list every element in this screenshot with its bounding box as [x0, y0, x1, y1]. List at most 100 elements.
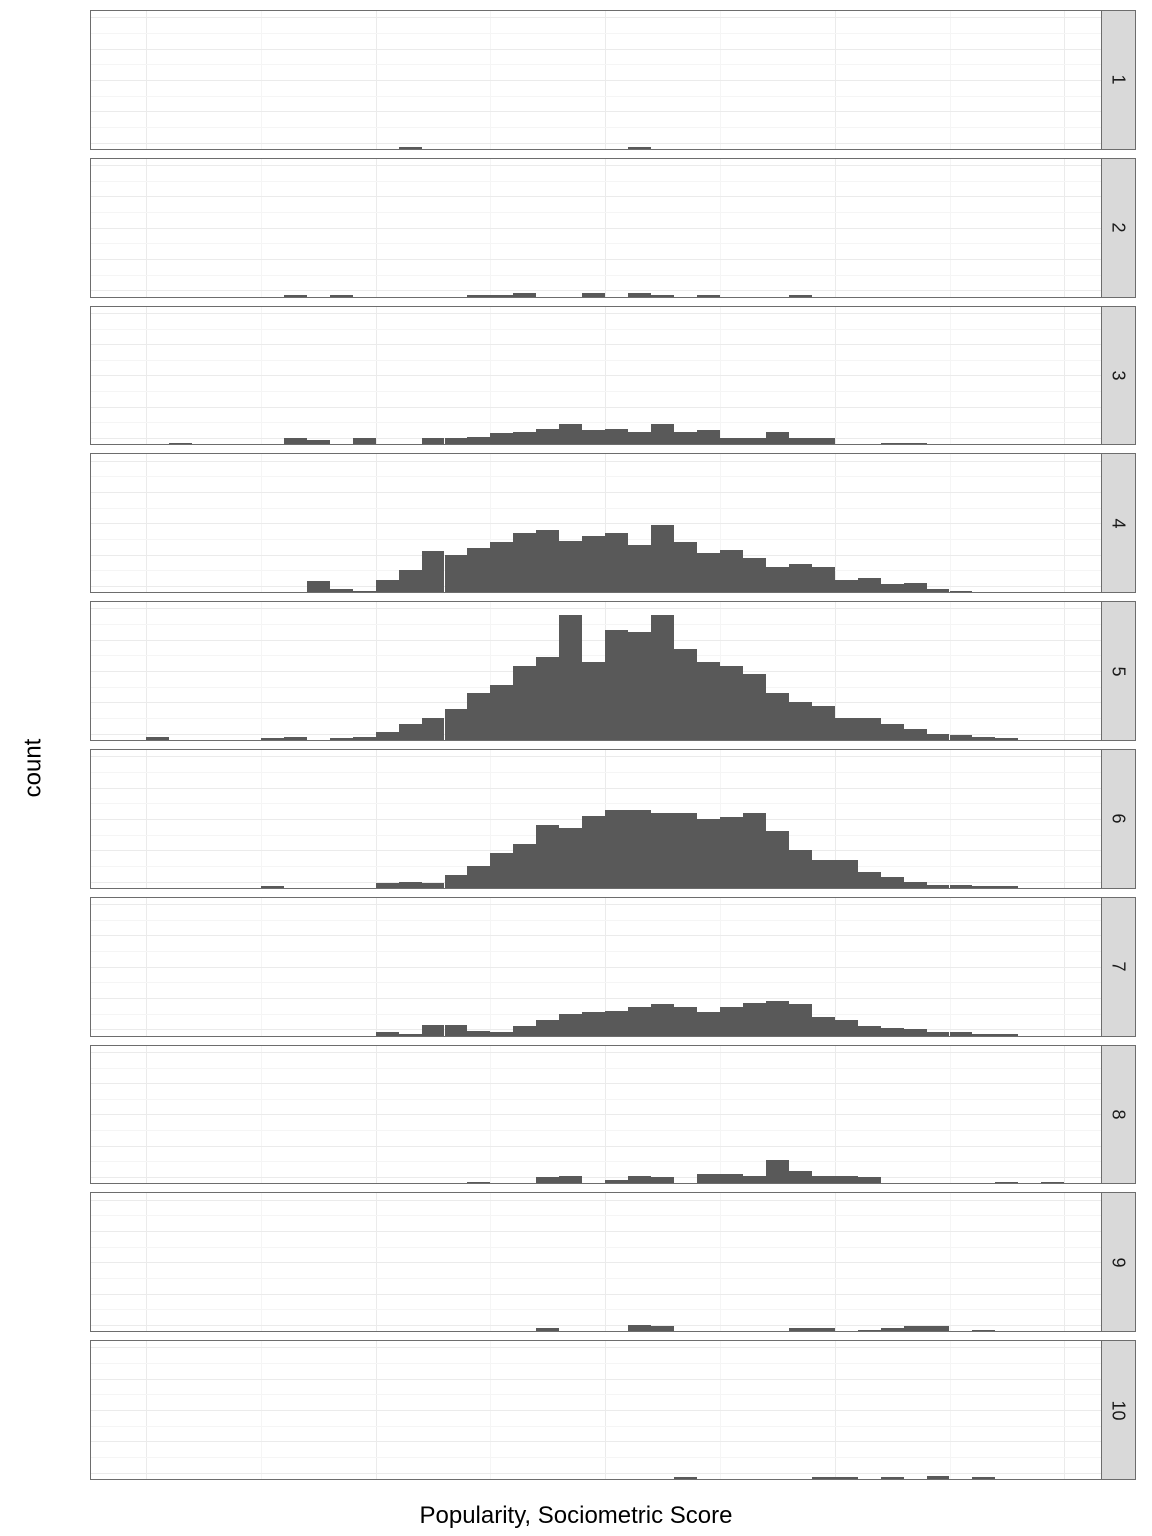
histogram-bar [950, 885, 973, 888]
facet-strip-label: 2 [1108, 223, 1129, 233]
facet-plot: 020406080 [90, 306, 1102, 446]
histogram-bar [789, 438, 812, 444]
histogram-bar [399, 570, 422, 592]
histogram-bar [628, 1325, 651, 1331]
histogram-bar [582, 1012, 605, 1035]
histogram-bar [950, 591, 973, 593]
bars-layer [91, 1046, 1101, 1184]
histogram-bar [651, 1326, 674, 1331]
histogram-bar [697, 1012, 720, 1035]
histogram-bar [858, 578, 881, 592]
histogram-bar [445, 555, 468, 593]
bars-layer [91, 1193, 1101, 1331]
histogram-bar [904, 583, 927, 592]
facet-strip-label: 10 [1108, 1400, 1129, 1420]
facet-strip: 9 [1102, 1192, 1136, 1332]
histogram-bar [559, 541, 582, 593]
histogram-bar [789, 702, 812, 740]
histogram-bar [513, 432, 536, 445]
histogram-bar [972, 737, 995, 740]
histogram-bar [330, 589, 353, 592]
histogram-bar [674, 1477, 697, 1479]
facet-plot: 020406080 [90, 453, 1102, 593]
facet-strip-label: 8 [1108, 1109, 1129, 1119]
histogram-bar [812, 567, 835, 592]
bars-layer [91, 11, 1101, 149]
histogram-bar [697, 662, 720, 740]
histogram-bar [422, 883, 445, 888]
facet-strip: 1 [1102, 10, 1136, 150]
plot-wrap: 020406080 [90, 453, 1102, 593]
histogram-bar [399, 147, 422, 149]
histogram-bar [513, 293, 536, 296]
histogram-bar [261, 886, 284, 888]
histogram-bar [490, 853, 513, 887]
histogram-bar [835, 1176, 858, 1184]
histogram-bar [445, 438, 468, 444]
facet-strip: 8 [1102, 1045, 1136, 1185]
histogram-bar [743, 674, 766, 740]
histogram-bar [490, 1032, 513, 1035]
histogram-bar [972, 1477, 995, 1479]
histogram-bar [789, 850, 812, 888]
histogram-bar [536, 1328, 559, 1331]
histogram-bar [284, 438, 307, 444]
histogram-bar [881, 1328, 904, 1331]
plot-wrap: 020406080 [90, 306, 1102, 446]
histogram-bar [651, 813, 674, 888]
facet-plot: 020406080 [90, 749, 1102, 889]
histogram-bar [513, 1026, 536, 1035]
plot-wrap: 020406080 [90, 601, 1102, 741]
histogram-bar [490, 295, 513, 297]
histogram-bar [812, 438, 835, 444]
histogram-bar [445, 709, 468, 740]
facet-strip: 5 [1102, 601, 1136, 741]
histogram-bar [605, 1011, 628, 1036]
histogram-bar [536, 1177, 559, 1183]
histogram-bar [536, 429, 559, 445]
histogram-bar [789, 564, 812, 592]
histogram-bar [972, 1034, 995, 1036]
histogram-bar [582, 430, 605, 444]
histogram-bar [422, 551, 445, 592]
histogram-bar [582, 816, 605, 888]
panel-row: 020406080 5 [90, 601, 1136, 741]
facet-strip-label: 1 [1108, 75, 1129, 85]
histogram-bar [812, 1477, 835, 1479]
plot-wrap: 020406080 [90, 10, 1102, 150]
histogram-bar [995, 1182, 1018, 1184]
histogram-bar [536, 657, 559, 740]
histogram-bar [651, 1004, 674, 1035]
histogram-bar [559, 615, 582, 740]
bars-layer [91, 898, 1101, 1036]
histogram-bar [950, 735, 973, 740]
histogram-bar [904, 882, 927, 888]
histogram-bar [812, 1017, 835, 1036]
facet-strip: 7 [1102, 897, 1136, 1037]
facet-strip-label: 5 [1108, 666, 1129, 676]
histogram-bar [536, 530, 559, 593]
facet-strip-label: 6 [1108, 814, 1129, 824]
histogram-bar [835, 580, 858, 593]
histogram-bar [858, 1330, 881, 1332]
panel-row: 0204060800.02.55.07.510.010 [90, 1340, 1136, 1480]
histogram-bar [353, 737, 376, 740]
histogram-bar [146, 737, 169, 740]
histogram-bar [766, 567, 789, 592]
histogram-bar [284, 295, 307, 297]
histogram-bar [651, 615, 674, 740]
histogram-bar [376, 883, 399, 888]
histogram-bar [789, 1004, 812, 1035]
bars-layer [91, 1341, 1101, 1479]
histogram-bar [927, 734, 950, 740]
histogram-bar [651, 424, 674, 444]
panel-row: 020406080 6 [90, 749, 1136, 889]
histogram-bar [766, 1160, 789, 1183]
histogram-bar [605, 630, 628, 740]
histogram-bar [628, 632, 651, 740]
panel-row: 0204060809 [90, 1192, 1136, 1332]
facet-strip: 6 [1102, 749, 1136, 889]
histogram-bar [284, 737, 307, 740]
histogram-bar [812, 706, 835, 740]
histogram-bar [399, 724, 422, 740]
